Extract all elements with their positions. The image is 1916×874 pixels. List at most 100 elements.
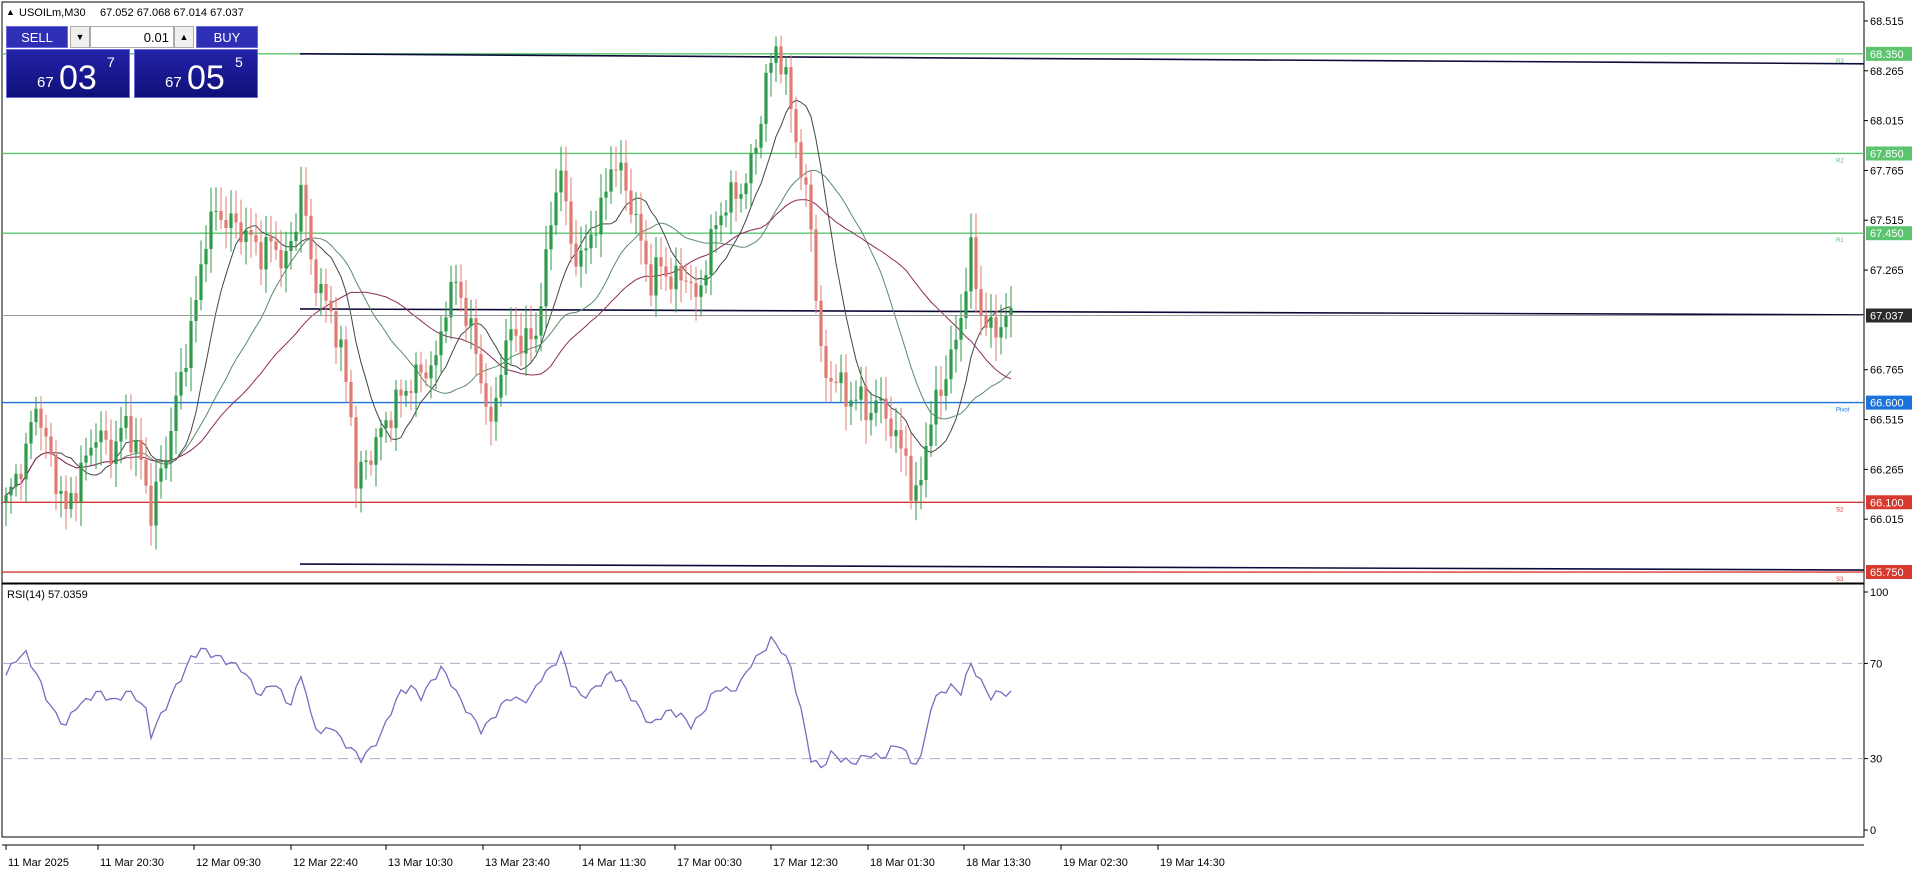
candle-body bbox=[849, 400, 853, 407]
candle-body bbox=[889, 418, 893, 437]
time-tick-label: 18 Mar 13:30 bbox=[966, 857, 1031, 869]
candle-body bbox=[949, 349, 953, 380]
time-tick-label: 17 Mar 00:30 bbox=[677, 857, 742, 869]
candle-body bbox=[574, 243, 578, 267]
candle-body bbox=[44, 427, 48, 437]
candle-body bbox=[769, 62, 773, 73]
buy-button[interactable]: BUY bbox=[196, 26, 258, 48]
sell-button[interactable]: SELL bbox=[6, 26, 68, 48]
candle-body bbox=[934, 389, 938, 425]
candle-body bbox=[274, 241, 278, 250]
candle-body bbox=[284, 250, 288, 269]
level-badge-r2 bbox=[1866, 146, 1912, 161]
candle-body bbox=[664, 266, 668, 277]
candle-body bbox=[114, 441, 118, 464]
candle-body bbox=[474, 318, 478, 354]
rsi-tick-label: 70 bbox=[1870, 658, 1882, 670]
candle-body bbox=[709, 228, 713, 276]
candle-body bbox=[409, 391, 413, 393]
candle-body bbox=[689, 281, 693, 284]
candle-body bbox=[9, 486, 13, 496]
time-tick-label: 19 Mar 14:30 bbox=[1160, 857, 1225, 869]
level-badge-text-s3: 65.750 bbox=[1870, 567, 1904, 579]
candle-body bbox=[554, 192, 558, 226]
candle-body bbox=[264, 236, 268, 270]
candle-body bbox=[414, 364, 418, 393]
price-axis: 68.515 68.265 68.015 67.765 67.515 67.265 66.7… bbox=[1864, 16, 1904, 526]
candle-body bbox=[569, 201, 573, 244]
candle-body bbox=[874, 400, 878, 413]
price-tick-label: 66.265 bbox=[1870, 464, 1904, 476]
candle-body bbox=[814, 229, 818, 301]
candle-body bbox=[89, 447, 93, 456]
candle-body bbox=[434, 355, 438, 366]
lot-decrease-icon[interactable]: ▼ bbox=[70, 26, 90, 48]
candle-body bbox=[269, 236, 273, 242]
lot-size-input[interactable] bbox=[90, 26, 174, 48]
candle-body bbox=[844, 372, 848, 407]
rsi-pane bbox=[1, 583, 1865, 838]
candle-body bbox=[864, 386, 868, 421]
candle-body bbox=[359, 461, 363, 489]
candle-body bbox=[339, 339, 343, 348]
candle-body bbox=[914, 485, 918, 501]
candle-body bbox=[604, 191, 608, 198]
candle-body bbox=[329, 300, 333, 312]
candle-body bbox=[609, 169, 613, 192]
candle-body bbox=[99, 430, 103, 443]
candle-body bbox=[469, 318, 473, 326]
rsi-indicator bbox=[2, 635, 1864, 769]
channel-line-1 bbox=[299, 308, 1865, 316]
candle-body bbox=[214, 210, 218, 212]
level-badge-s2 bbox=[1866, 495, 1912, 510]
ohlc-readout: 67.052 67.068 67.014 67.037 bbox=[100, 7, 244, 19]
lot-increase-icon[interactable]: ▲ bbox=[174, 26, 194, 48]
level-badge-text-pivot: 66.600 bbox=[1870, 398, 1904, 410]
candle-body bbox=[199, 264, 203, 300]
sell-price-main: 03 bbox=[59, 59, 97, 97]
candle-body bbox=[659, 257, 663, 267]
candle-body bbox=[859, 386, 863, 400]
time-tick-label: 14 Mar 11:30 bbox=[582, 857, 646, 869]
candle-body bbox=[974, 237, 978, 290]
candle-body bbox=[834, 381, 838, 384]
candle-body bbox=[954, 339, 958, 350]
buy-price-box[interactable]: 67 05 5 bbox=[134, 49, 258, 98]
candle-body bbox=[334, 311, 338, 348]
candle-body bbox=[519, 335, 523, 354]
candle-body bbox=[119, 427, 123, 442]
level-badge-pivot bbox=[1866, 395, 1912, 410]
candle-body bbox=[919, 479, 923, 486]
candle-body bbox=[969, 237, 973, 292]
candle-body bbox=[109, 439, 113, 464]
price-tick-label: 68.265 bbox=[1870, 66, 1904, 78]
sell-price-box[interactable]: 67 03 7 bbox=[6, 49, 130, 98]
candle-body bbox=[674, 265, 678, 290]
candle-body bbox=[459, 281, 463, 298]
candle-body bbox=[64, 490, 68, 510]
candle-body bbox=[399, 389, 403, 396]
buy-price-main: 05 bbox=[187, 59, 225, 97]
symbol-collapse-icon[interactable]: ▲ bbox=[6, 7, 15, 17]
candle-body bbox=[904, 448, 908, 456]
candle-body bbox=[714, 225, 718, 229]
level-badge-text-r2: 67.850 bbox=[1870, 148, 1904, 160]
candle-body bbox=[194, 299, 198, 322]
candle-body bbox=[754, 147, 758, 154]
candle-body bbox=[794, 109, 798, 143]
moving-averages bbox=[5, 99, 1012, 496]
candle-body bbox=[74, 493, 78, 503]
candle-body bbox=[774, 46, 778, 63]
candle-body bbox=[724, 212, 728, 216]
candle-body bbox=[539, 306, 543, 336]
candle-body bbox=[419, 364, 423, 373]
rsi-tick-label: 100 bbox=[1870, 587, 1888, 599]
candle-body bbox=[79, 462, 83, 503]
candle-body bbox=[124, 415, 128, 428]
level-badge-text-s2: 66.100 bbox=[1870, 497, 1904, 509]
candle-body bbox=[1009, 307, 1013, 316]
candle-body bbox=[924, 445, 928, 480]
candle-body bbox=[354, 417, 358, 489]
candle-body bbox=[204, 248, 208, 265]
